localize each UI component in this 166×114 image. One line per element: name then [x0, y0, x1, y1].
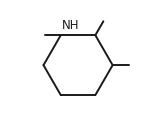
Text: NH: NH	[61, 19, 79, 32]
